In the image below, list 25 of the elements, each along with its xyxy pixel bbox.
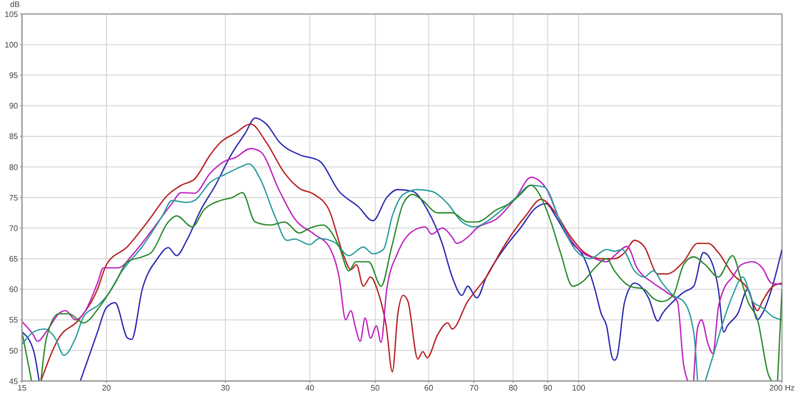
- x-tick-label: 60: [424, 384, 434, 393]
- y-tick-label: 85: [9, 132, 19, 142]
- y-tick-label: 105: [4, 10, 19, 19]
- x-tick-label: 40: [305, 384, 315, 393]
- x-tick-label: 200 Hz: [769, 384, 795, 393]
- x-tick-label: 20: [102, 384, 112, 393]
- y-tick-label: 50: [9, 346, 19, 356]
- y-tick-label: 90: [9, 102, 19, 111]
- y-tick-label: 60: [9, 285, 19, 294]
- y-tick-label: 70: [9, 224, 19, 233]
- y-tick-label: 65: [9, 254, 19, 264]
- x-tick-label: 90: [543, 384, 553, 393]
- x-tick-label: 100: [572, 384, 586, 393]
- y-tick-label: 80: [9, 162, 19, 172]
- y-tick-label: 45: [9, 376, 19, 386]
- y-tick-label: 75: [9, 193, 19, 202]
- x-tick-label: 70: [470, 384, 479, 393]
- x-tick-label: 50: [370, 384, 380, 393]
- x-tick-label: 80: [508, 384, 518, 393]
- x-tick-label: 15: [18, 384, 27, 393]
- y-tick-label: 100: [4, 40, 19, 50]
- y-axis-title: dB: [10, 0, 20, 9]
- y-tick-label: 55: [9, 316, 19, 325]
- y-tick-label: 95: [9, 71, 19, 80]
- x-tick-label: 30: [220, 384, 230, 393]
